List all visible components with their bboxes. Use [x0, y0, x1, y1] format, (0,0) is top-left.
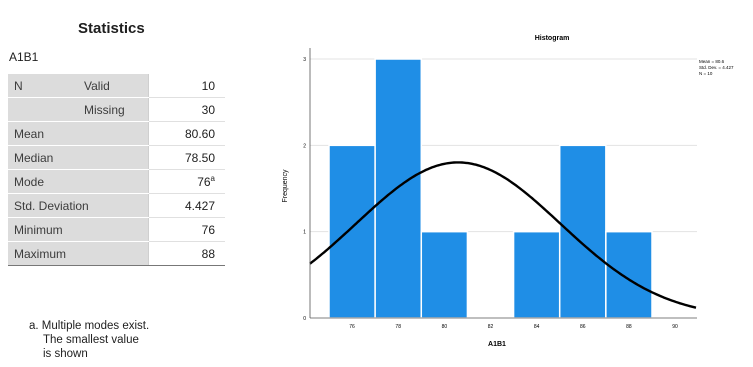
- x-axis-label: A1B1: [488, 341, 506, 348]
- table-row: Minimum 76: [8, 217, 225, 242]
- value-mode: 76a: [148, 169, 225, 194]
- y-tick-label: 2: [303, 143, 306, 149]
- table-row: Median 78.50: [8, 145, 225, 170]
- table-row: Maximum 88: [8, 241, 225, 266]
- table-footnote: a. Multiple modes exist. The smallest va…: [29, 319, 229, 361]
- value-median: 78.50: [148, 145, 225, 170]
- chart-title: Histogram: [535, 35, 570, 42]
- row-label-n: N: [8, 73, 78, 98]
- value-minimum: 76: [148, 217, 225, 242]
- x-tick-label: 82: [488, 324, 494, 330]
- row-label-median: Median: [8, 145, 149, 170]
- x-tick-label: 90: [672, 324, 678, 330]
- footnote-line: is shown: [43, 348, 88, 360]
- value-missing: 30: [148, 97, 225, 122]
- footnote-line: The smallest value: [43, 334, 139, 346]
- histogram-bar: [558, 144, 607, 319]
- row-sublabel-missing: Missing: [78, 97, 149, 122]
- statistics-table: N Valid 10 Missing 30 Mean 80.60 Median …: [8, 73, 225, 266]
- row-label-minimum: Minimum: [8, 217, 149, 242]
- statistics-title: Statistics: [78, 20, 145, 37]
- value-maximum: 88: [148, 241, 225, 266]
- footnote-line: a. Multiple modes exist.: [29, 320, 150, 332]
- table-row: Mean 80.60: [8, 121, 225, 146]
- histogram-bar: [512, 230, 561, 319]
- row-label-mode: Mode: [8, 169, 149, 194]
- y-tick-label: 0: [303, 316, 306, 322]
- y-axis-label: Frequency: [282, 169, 289, 203]
- row-label-maximum: Maximum: [8, 241, 149, 266]
- x-tick-label: 88: [626, 324, 632, 330]
- x-tick-label: 76: [349, 324, 355, 330]
- histogram-bar: [420, 230, 469, 319]
- value-valid: 10: [148, 73, 225, 98]
- footnote-marker: a: [210, 174, 215, 183]
- legend-n: N = 10: [699, 71, 713, 76]
- row-label-std-deviation: Std. Deviation: [8, 193, 149, 218]
- variable-label: A1B1: [9, 50, 39, 64]
- histogram-bar: [328, 144, 376, 319]
- y-tick-label: 1: [303, 230, 306, 236]
- table-row: Missing 30: [8, 97, 225, 122]
- x-tick-label: 78: [395, 324, 401, 330]
- legend-mean: Mean = 80.6: [699, 59, 725, 64]
- row-label-mean: Mean: [8, 121, 149, 146]
- normal-curve: [309, 161, 697, 309]
- value-mean: 80.60: [148, 121, 225, 146]
- histogram-bar: [605, 230, 653, 319]
- y-tick-label: 3: [303, 57, 306, 63]
- x-tick-label: 80: [442, 324, 448, 330]
- legend-std-dev: Std. Dev. = 4.427: [699, 65, 734, 70]
- x-tick-label: 86: [580, 324, 586, 330]
- mode-value: 76: [197, 175, 211, 189]
- value-std-deviation: 4.427: [148, 193, 225, 218]
- table-row: Mode 76a: [8, 169, 225, 194]
- table-row: Std. Deviation 4.427: [8, 193, 225, 218]
- row-label-empty: [8, 97, 78, 122]
- x-tick-label: 84: [534, 324, 540, 330]
